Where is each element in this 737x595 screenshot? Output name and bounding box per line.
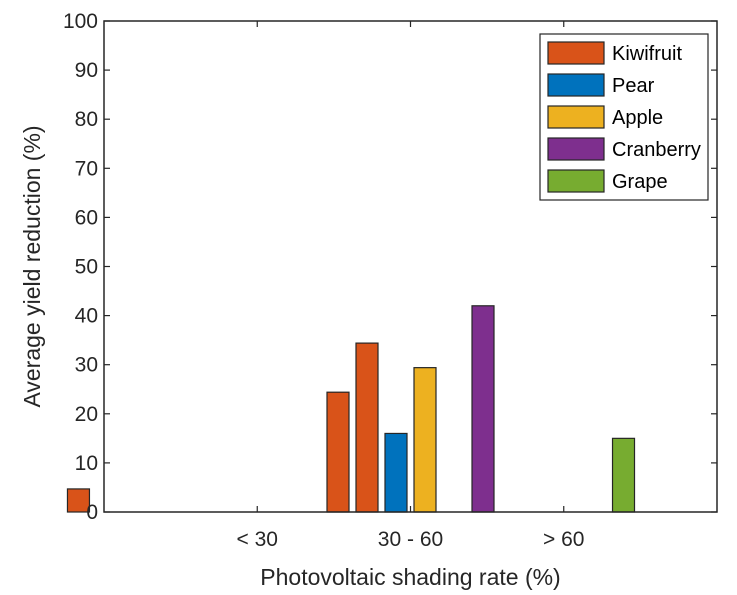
y-tick-label: 70 — [75, 157, 98, 180]
y-axis-ticks: 0 10 20 30 40 50 60 70 80 90 100 — [63, 10, 717, 524]
legend-label-grape: Grape — [612, 171, 668, 193]
legend-swatch-pear — [547, 73, 605, 97]
legend: Kiwifruit Pear Apple Cranberry Grape — [539, 33, 709, 201]
y-tick-label: 10 — [75, 452, 98, 475]
legend-swatch-cranberry — [547, 137, 605, 161]
bar-grape — [611, 437, 636, 513]
bar-kiwifruit — [66, 488, 91, 513]
bar-pear — [384, 432, 408, 513]
legend-swatch-apple — [547, 105, 605, 129]
y-tick-label: 50 — [75, 256, 98, 279]
y-axis-label: Average yield reduction (%) — [19, 125, 45, 407]
y-tick-label: 80 — [75, 108, 98, 131]
x-tick-label: > 60 — [543, 528, 584, 551]
x-tick-label: < 30 — [237, 528, 278, 551]
legend-label-cranberry: Cranberry — [612, 139, 701, 161]
y-tick-label: 0 — [86, 501, 98, 524]
y-tick-label: 40 — [75, 305, 98, 328]
y-tick-label: 30 — [75, 354, 98, 377]
legend-label-apple: Apple — [612, 107, 663, 129]
y-tick-label: 90 — [75, 59, 98, 82]
bar-kiwifruit — [326, 391, 350, 513]
legend-swatch-grape — [547, 169, 605, 193]
x-axis-label: Photovoltaic shading rate (%) — [260, 564, 560, 590]
y-tick-label: 20 — [75, 403, 98, 426]
bars-layer — [66, 305, 636, 513]
bar-apple — [413, 367, 437, 513]
legend-label-kiwifruit: Kiwifruit — [612, 43, 682, 65]
bar-cranberry — [471, 305, 495, 513]
x-tick-label: 30 - 60 — [378, 528, 443, 551]
y-tick-label: 60 — [75, 206, 98, 229]
y-tick-label: 100 — [63, 10, 98, 33]
x-axis-ticks: < 30 30 - 60 > 60 — [237, 21, 584, 551]
legend-swatch-kiwifruit — [547, 41, 605, 65]
legend-label-pear: Pear — [612, 75, 655, 97]
bar-kiwifruit — [355, 342, 379, 513]
